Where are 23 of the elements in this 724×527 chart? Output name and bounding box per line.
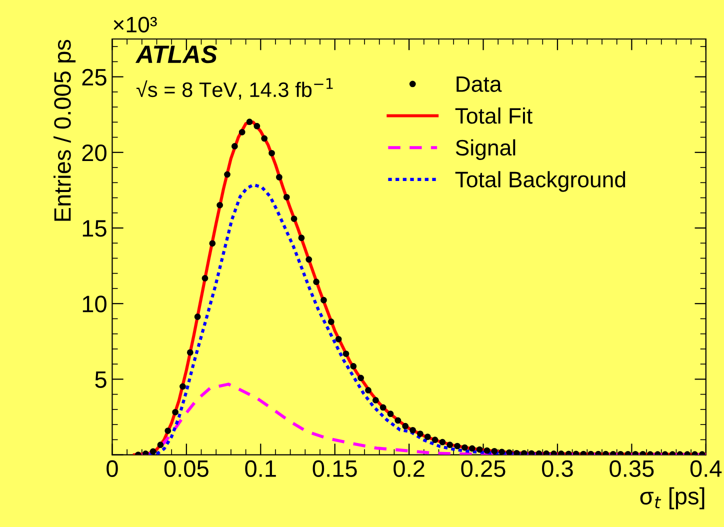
legend-label: Signal xyxy=(456,139,516,160)
x-tick-label: 0.4 xyxy=(690,460,722,478)
y-tick-label: 10 xyxy=(82,296,106,312)
x-tick-label: 0.05 xyxy=(164,460,208,478)
annotation: √s = 8 TeV, 14.3 fb$^{−1}$ xyxy=(136,78,333,100)
x-axis-title: σ$_{t}$ [ps] xyxy=(640,487,704,510)
x-tick-label: 0.25 xyxy=(461,460,506,478)
text: ×10³ xyxy=(114,16,157,33)
x-tick-label: 0.15 xyxy=(312,460,357,478)
annotation: ATLAS xyxy=(135,45,218,64)
y-tick-label: 25 xyxy=(82,68,106,86)
legend-label: Data xyxy=(456,76,502,92)
y-axis-title: Entries / 0.005 ps xyxy=(54,40,76,221)
legend-label: Total Fit xyxy=(455,107,532,124)
x-tick-label: 0.1 xyxy=(245,460,276,478)
x-tick-label: 0.2 xyxy=(394,460,424,478)
x-tick-label: 0.3 xyxy=(542,460,573,478)
legend-label: Total Background xyxy=(455,171,626,192)
y-tick-label: 20 xyxy=(82,144,106,162)
x-tick-label: 0 xyxy=(106,460,118,478)
y-tick-label: 15 xyxy=(82,220,106,237)
x-tick-label: 0.35 xyxy=(610,460,654,478)
y-tick-label: 5 xyxy=(95,372,106,388)
